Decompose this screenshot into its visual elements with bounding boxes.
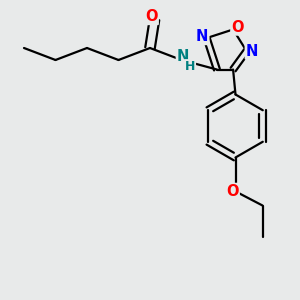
Text: H: H <box>185 60 195 73</box>
Text: N: N <box>246 44 258 59</box>
Text: O: O <box>231 20 244 34</box>
Text: N: N <box>177 49 189 64</box>
Text: N: N <box>196 29 208 44</box>
Text: O: O <box>226 184 239 199</box>
Text: O: O <box>145 9 158 24</box>
